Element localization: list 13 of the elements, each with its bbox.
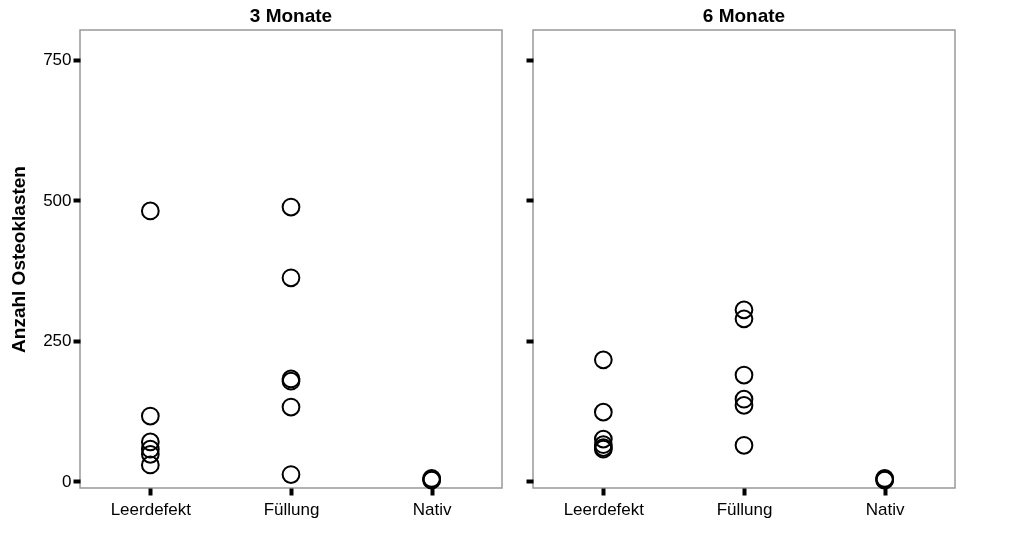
y-tick-label: 0 (62, 471, 72, 491)
x-tick-label: Füllung (263, 499, 320, 519)
x-tick-label: Füllung (716, 499, 773, 519)
y-tick-label: 500 (43, 190, 72, 210)
y-axis-title: Anzahl Osteoklasten (8, 166, 30, 353)
chart-title: 3 Monate (249, 5, 333, 26)
y-tick-label: 250 (43, 331, 72, 351)
x-tick-label: Nativ (412, 499, 453, 519)
y-tick-label: 750 (43, 50, 72, 70)
x-tick-label: Leerdefekt (563, 499, 645, 519)
x-tick-label: Nativ (865, 499, 906, 519)
x-tick-label: Leerdefekt (110, 499, 192, 519)
chart-title: 6 Monate (702, 5, 786, 26)
